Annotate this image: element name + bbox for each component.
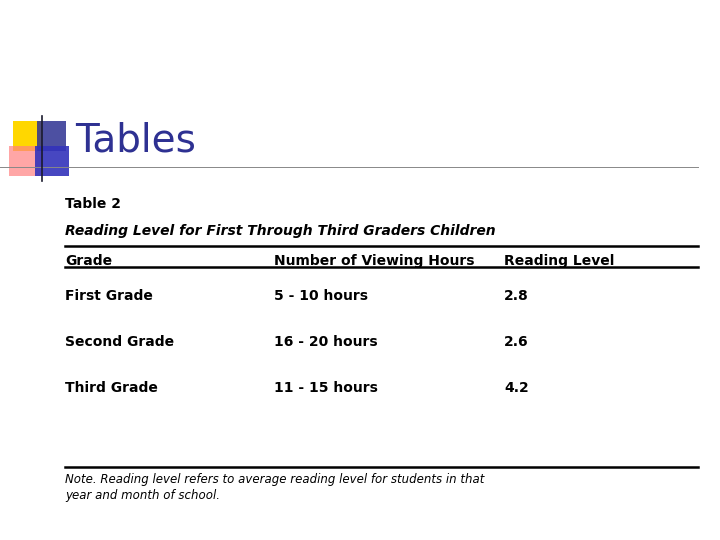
Text: Tables: Tables — [76, 122, 197, 159]
Text: Table 2: Table 2 — [65, 197, 121, 211]
Text: Note. Reading level refers to average reading level for students in that
year an: Note. Reading level refers to average re… — [65, 472, 484, 503]
Text: Reading Level for First Through Third Graders Children: Reading Level for First Through Third Gr… — [65, 224, 495, 238]
Text: Reading Level: Reading Level — [504, 254, 614, 268]
Text: 2.8: 2.8 — [504, 289, 528, 303]
Text: First Grade: First Grade — [65, 289, 153, 303]
Text: Number of Viewing Hours: Number of Viewing Hours — [274, 254, 474, 268]
Text: Grade: Grade — [65, 254, 112, 268]
Text: 16 - 20 hours: 16 - 20 hours — [274, 335, 377, 349]
Text: 2.6: 2.6 — [504, 335, 528, 349]
Text: Second Grade: Second Grade — [65, 335, 174, 349]
Text: 5 - 10 hours: 5 - 10 hours — [274, 289, 368, 303]
Text: 4.2: 4.2 — [504, 381, 528, 395]
Text: Third Grade: Third Grade — [65, 381, 158, 395]
Text: 11 - 15 hours: 11 - 15 hours — [274, 381, 377, 395]
